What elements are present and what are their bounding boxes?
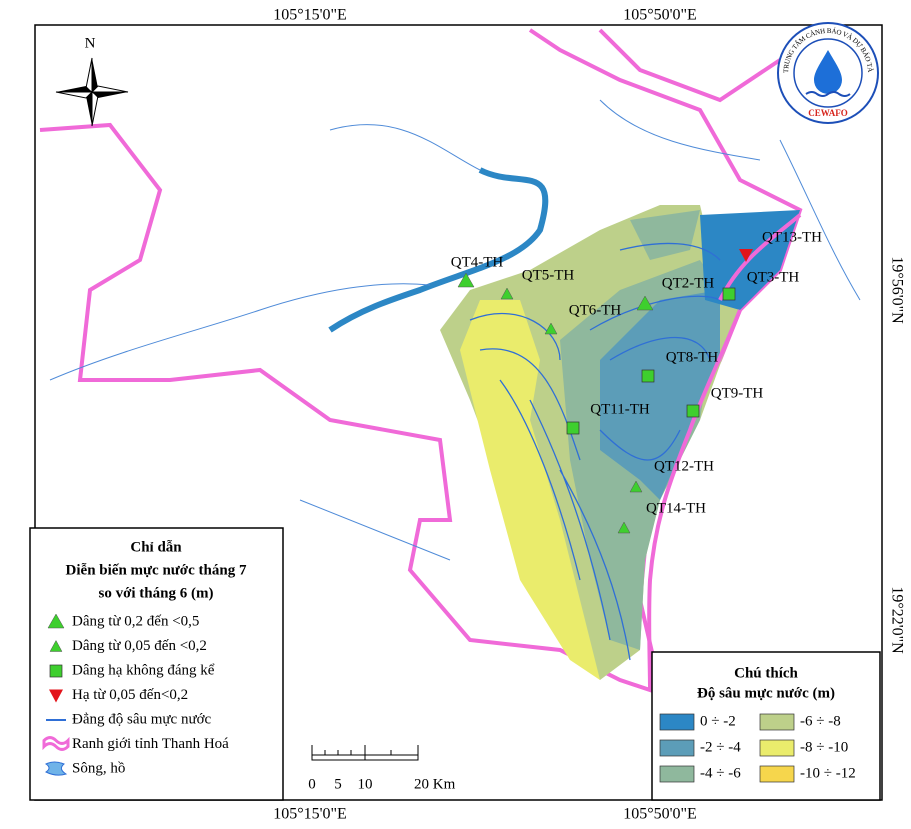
station-label: QT8-TH [666,349,719,365]
station-label: QT4-TH [451,254,504,270]
legend-label: Dâng hạ không đáng kể [72,662,215,678]
zone [630,210,700,260]
station-label: QT6-TH [569,302,622,318]
symbol [500,287,514,300]
symbol [629,480,643,493]
contour [469,242,721,661]
depth-label: -2 ÷ -4 [700,739,741,755]
depth-label: -8 ÷ -10 [800,739,848,755]
coord-label: 105°15'0"E [273,806,347,823]
depth-legend-title: Chú thích [734,665,798,681]
station-label: QT14-TH [646,500,706,516]
legend-label: Ranh giới tỉnh Thanh Hoá [72,736,229,752]
depth-legend: Chú thích Độ sâu mực nước (m) 0 ÷ -2 -2 ÷… [651,651,881,801]
depth-label: -4 ÷ -6 [700,765,741,781]
legend-title: Chỉ dẫn [130,539,182,555]
north-arrow: N [55,35,129,127]
symbol [739,249,753,262]
depth-label: 0 ÷ -2 [700,713,736,729]
river [328,167,549,333]
symbol [641,369,655,383]
station-label: QT3-TH [747,269,800,285]
scale-label: 20 Km [414,776,456,792]
station-label: QT2-TH [662,275,715,291]
symbol [566,421,580,435]
symbol [722,287,736,301]
legend: Chỉ dẫn Diễn biến mực nước tháng 7 so vớ… [29,527,284,801]
scale-label: 0 [308,776,316,792]
symbol [49,689,63,703]
depth-swatch [659,713,695,731]
symbol [544,322,558,335]
symbol [42,736,70,751]
depth-swatch [759,739,795,757]
symbol [457,272,475,288]
legend-label: Đẳng độ sâu mực nước [72,711,212,727]
depth-swatch [759,765,795,783]
station-label: QT5-TH [522,267,575,283]
legend-label: Dâng từ 0,05 đến <0,2 [72,638,207,654]
symbol [617,521,631,534]
depth-swatch [659,765,695,783]
station-label: QT9-TH [711,385,764,401]
scale-bar: 0 5 10 20 Km [308,745,456,792]
depth-label: -10 ÷ -12 [800,765,856,781]
station-label: QT11-TH [590,401,650,417]
legend-label: Hạ từ 0,05 đến<0,2 [72,687,188,703]
station-label: QT13-TH [762,229,822,245]
scale-label: 5 [334,776,342,792]
depth-label: -6 ÷ -8 [800,713,841,729]
coord-label: 105°50'0"E [623,806,697,823]
river [49,283,431,381]
depth-legend-subtitle: Độ sâu mực nước (m) [697,685,835,701]
coord-label: 105°15'0"E [273,7,347,24]
stations: QT4-TH QT2-TH QT5-TH QT6-TH QT12-TH QT14-TH QT… [451,229,822,534]
legend-subtitle: so với tháng 6 (m) [99,585,214,601]
zone [600,290,720,500]
symbol [45,761,68,776]
depth-zones [440,205,800,680]
scale-label: 10 [358,776,373,792]
coord-label: 19°22'0"N [888,586,905,654]
legend-label: Sông, hồ [72,760,125,776]
logo-name: CEWAFO [808,108,848,118]
symbol [49,664,63,678]
symbol [49,639,63,652]
symbol [686,404,700,418]
depth-swatch [659,739,695,757]
depth-swatch [759,713,795,731]
legend-subtitle: Diễn biến mực nước tháng 7 [66,562,247,578]
zone [460,300,600,680]
province-boundary [598,28,782,103]
legend-label: Dâng từ 0,2 đến <0,5 [72,613,199,629]
river [299,99,861,561]
symbol [636,295,654,311]
coord-label: 19°56'0"N [888,256,905,324]
coord-label: 105°50'0"E [623,7,697,24]
station-label: QT12-TH [654,458,714,474]
north-label: N [85,35,96,51]
symbol [47,613,65,629]
